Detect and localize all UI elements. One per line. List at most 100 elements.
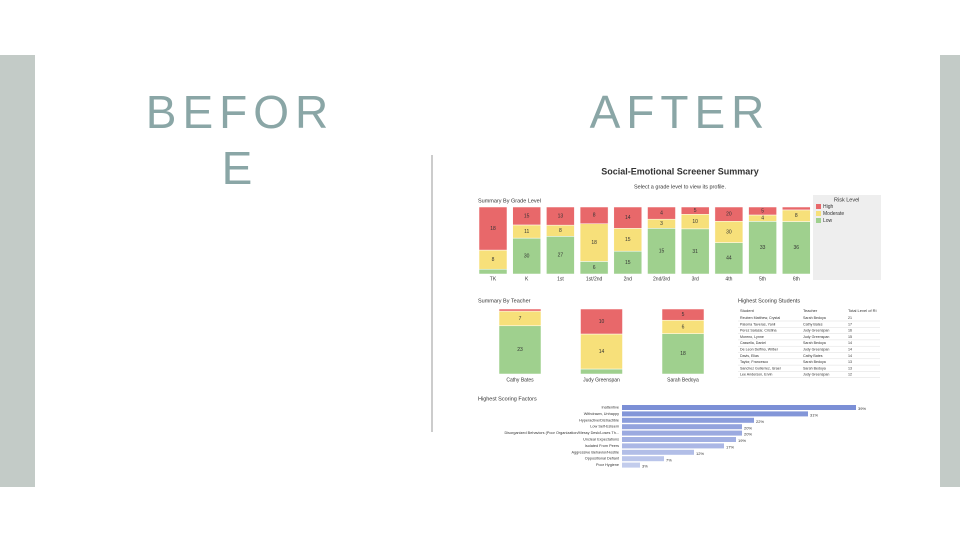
table-cell: 13 <box>848 360 852 364</box>
table-cell: Taylor, Francesco <box>740 360 768 364</box>
bar <box>622 430 742 436</box>
x-tick-label: 1st <box>557 276 564 282</box>
data-label: 19% <box>738 438 746 443</box>
data-label: 17% <box>726 444 734 449</box>
table-cell: Judy Greenspan <box>803 329 829 333</box>
after-title: AFTER <box>589 86 771 138</box>
before-title: BEFORE <box>145 86 335 194</box>
data-label: 8 <box>559 228 562 234</box>
data-label: 20% <box>744 425 752 430</box>
bar-segment <box>579 223 609 262</box>
data-label: 18 <box>591 240 597 246</box>
x-tick-label: 4th <box>725 276 732 282</box>
legend-swatch <box>816 204 821 209</box>
x-tick-label: 5th <box>759 276 766 282</box>
y-tick-label: Isolated From Peers <box>585 444 619 448</box>
table-cell: Judy Greenspan <box>803 347 829 351</box>
legend-swatch <box>816 211 821 216</box>
bar-segment <box>478 268 508 275</box>
table-header: Student <box>740 308 755 313</box>
table-header: Total Level of Ri <box>848 308 877 313</box>
data-label: 6 <box>682 324 685 330</box>
right-bar <box>940 55 960 487</box>
data-label: 18 <box>490 226 496 232</box>
data-label: 11 <box>524 229 529 235</box>
table-cell: 15 <box>848 335 852 339</box>
y-tick-label: Inattentive <box>601 406 619 410</box>
table-cell: 13 <box>848 366 852 370</box>
bar-segment <box>714 206 744 222</box>
data-label: 5 <box>761 208 764 214</box>
data-label: 8 <box>492 257 495 263</box>
bar-segment <box>580 308 623 335</box>
table-cell: 16 <box>848 329 852 333</box>
x-tick-label: 1st/2nd <box>586 276 603 282</box>
data-label: 23 <box>517 347 523 353</box>
data-label: 31 <box>692 249 698 255</box>
data-label: 36 <box>794 245 800 251</box>
legend-box <box>813 195 881 280</box>
bar <box>622 405 856 410</box>
table-cell: Cathy Bates <box>803 354 823 358</box>
bar-segment <box>478 206 508 251</box>
legend-entry: Low <box>823 218 833 224</box>
bar-segment <box>647 228 676 275</box>
bar-segment <box>748 206 777 216</box>
table-cell: Sarah Bedoya <box>803 341 826 345</box>
data-label: 20% <box>744 432 752 437</box>
data-label: 7% <box>666 457 672 462</box>
bar-segment <box>498 308 542 312</box>
data-label: 7 <box>519 316 522 322</box>
table-cell: Cathy Bates <box>803 322 823 326</box>
table-cell: 21 <box>848 316 852 320</box>
table-cell: De Leon Delfino, Wilber <box>740 347 779 351</box>
data-label: 5 <box>682 312 685 318</box>
table-cell: 14 <box>848 354 852 358</box>
data-label: 13 <box>558 213 564 219</box>
bar-segment <box>546 236 575 275</box>
data-label: 12% <box>696 451 704 456</box>
legend-entry: High <box>823 204 834 210</box>
chart-title: Highest Scoring Factors <box>478 396 537 402</box>
legend-title: Risk Level <box>834 197 859 203</box>
y-tick-label: Aggressive Behavior/Hostile <box>572 450 619 454</box>
bar-segment <box>647 206 676 220</box>
bar-segment <box>680 206 710 215</box>
dashboard-subtitle: Select a grade level to view its profile… <box>634 184 726 190</box>
bar <box>622 443 724 449</box>
data-label: 44 <box>726 256 732 262</box>
table-cell: 14 <box>848 347 852 351</box>
data-label: 10 <box>692 219 698 225</box>
data-label: 18 <box>680 351 686 357</box>
data-label: 8 <box>593 213 596 219</box>
left-bar <box>0 55 35 487</box>
data-label: 15 <box>524 213 530 219</box>
bar-segment <box>782 221 811 275</box>
bar <box>622 449 694 455</box>
data-label: 14 <box>625 215 631 221</box>
table-cell: Davis, Elias <box>740 354 759 358</box>
data-label: 8 <box>795 213 798 219</box>
table-cell: 14 <box>848 341 852 345</box>
table-cell: Judy Greenspan <box>803 335 829 339</box>
y-tick-label: Oppositional Defiant <box>585 457 620 461</box>
y-tick-label: Unclear Expectations <box>583 438 619 442</box>
table-cell: 12 <box>848 373 852 377</box>
table-cell: Judy Greenspan <box>803 373 829 377</box>
y-tick-label: Hyperactive/Distractible <box>579 418 619 422</box>
data-label: 22% <box>756 419 764 424</box>
table-title: Highest Scoring Students <box>738 298 800 304</box>
bar-segment <box>748 221 777 275</box>
data-label: 3 <box>660 221 663 227</box>
data-label: 4 <box>660 210 663 216</box>
bar-segment <box>680 228 710 275</box>
bar <box>622 417 754 423</box>
table-cell: Perez Salazar, Cristina <box>740 329 777 333</box>
data-label: 39% <box>858 406 866 411</box>
table-cell: Sarah Bedoya <box>803 360 826 364</box>
y-tick-label: Poor Hygiene <box>596 463 619 467</box>
bar-segment <box>512 206 541 226</box>
data-label: 4 <box>761 215 764 221</box>
table-cell: Moreno, Lynne <box>740 335 764 339</box>
